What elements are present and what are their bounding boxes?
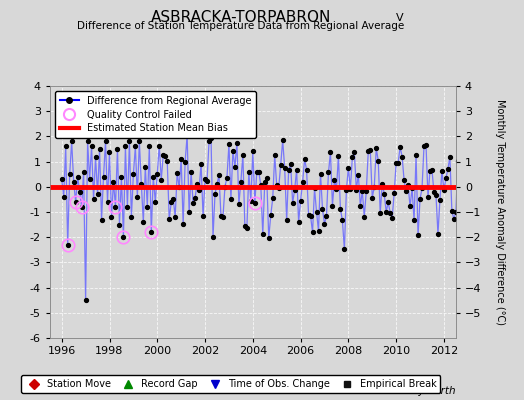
Text: ASBRACKA-TORPABRON: ASBRACKA-TORPABRON <box>151 10 331 25</box>
Legend: Difference from Regional Average, Quality Control Failed, Estimated Station Mean: Difference from Regional Average, Qualit… <box>54 91 256 138</box>
Text: Berkeley Earth: Berkeley Earth <box>379 386 456 396</box>
Text: V: V <box>396 13 403 23</box>
Y-axis label: Monthly Temperature Anomaly Difference (°C): Monthly Temperature Anomaly Difference (… <box>495 99 505 325</box>
Text: Difference of Station Temperature Data from Regional Average: Difference of Station Temperature Data f… <box>78 21 405 31</box>
Legend: Station Move, Record Gap, Time of Obs. Change, Empirical Break: Station Move, Record Gap, Time of Obs. C… <box>20 375 441 393</box>
